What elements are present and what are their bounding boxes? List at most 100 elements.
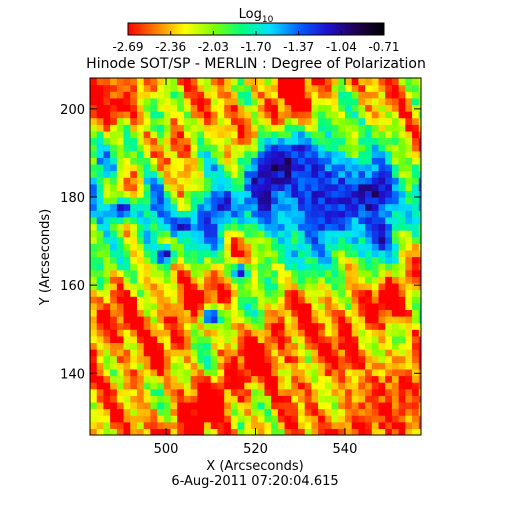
heatmap-cell <box>344 183 353 191</box>
heatmap-cell <box>150 177 158 185</box>
heatmap-cell <box>177 190 185 198</box>
heatmap-cell <box>264 78 272 86</box>
heatmap-cell <box>177 388 185 396</box>
heatmap-cell <box>257 302 266 310</box>
heatmap-cell <box>136 382 145 390</box>
heatmap-cell <box>271 124 279 132</box>
heatmap-cell <box>183 428 192 435</box>
heatmap-cell <box>318 183 326 191</box>
heatmap-cell <box>344 408 353 416</box>
heatmap-cell <box>183 322 192 330</box>
heatmap-cell <box>157 183 165 191</box>
heatmap-cell <box>418 428 421 435</box>
heatmap-cell <box>204 322 212 330</box>
heatmap-cell <box>338 216 346 225</box>
heatmap-cell <box>177 342 185 350</box>
heatmap-cell <box>183 130 192 139</box>
heatmap-cell <box>143 388 151 396</box>
heatmap-cell <box>143 144 151 152</box>
heatmap-cell <box>103 316 111 324</box>
heatmap-cell <box>351 230 359 238</box>
heatmap-cell <box>177 322 185 330</box>
heatmap-cell <box>110 388 118 396</box>
heatmap-cell <box>311 230 319 238</box>
heatmap-cell <box>324 144 333 152</box>
heatmap-cell <box>304 349 313 357</box>
heatmap-cell <box>284 408 292 416</box>
heatmap-cell <box>358 256 366 264</box>
heatmap-cell <box>224 408 232 416</box>
heatmap-cell <box>230 97 239 106</box>
heatmap-cell <box>324 375 333 383</box>
heatmap-cell <box>412 216 420 225</box>
heatmap-cell <box>136 163 145 172</box>
heatmap-cell <box>385 263 393 271</box>
heatmap-cell <box>378 130 386 139</box>
heatmap-cell <box>304 104 313 112</box>
heatmap-cell <box>157 309 165 317</box>
heatmap-cell <box>398 91 406 99</box>
heatmap-cell <box>264 230 272 238</box>
heatmap-cell <box>297 342 306 350</box>
heatmap-cell <box>324 104 333 112</box>
heatmap-cell <box>103 263 111 271</box>
heatmap-cell <box>90 104 98 112</box>
heatmap-cell <box>385 183 393 191</box>
heatmap-cell <box>136 408 145 416</box>
heatmap-cell <box>204 216 212 225</box>
heatmap-cell <box>297 117 306 125</box>
heatmap-cell <box>351 269 359 277</box>
heatmap-cell <box>344 157 353 165</box>
heatmap-cell <box>150 302 158 310</box>
heatmap-cell <box>264 276 272 284</box>
heatmap-cell <box>351 296 359 304</box>
heatmap-cell <box>385 144 393 152</box>
heatmap-cell <box>190 263 198 271</box>
heatmap-cell <box>257 183 266 191</box>
heatmap-cell <box>150 249 158 258</box>
heatmap-cell <box>264 249 272 258</box>
heatmap-cell <box>90 230 98 238</box>
heatmap-cell <box>110 111 118 119</box>
heatmap-cell <box>116 256 125 264</box>
heatmap-cell <box>412 78 420 86</box>
heatmap-cell <box>96 309 105 317</box>
colorbar-tick-label: -0.71 <box>368 40 399 54</box>
heatmap-cell <box>130 157 138 165</box>
heatmap-cell <box>391 177 400 185</box>
heatmap-cell <box>210 368 219 377</box>
heatmap-cell <box>412 388 420 396</box>
heatmap-cell <box>116 355 125 363</box>
heatmap-cell <box>136 216 145 225</box>
heatmap-cell <box>358 428 366 435</box>
heatmap-cell <box>251 91 259 99</box>
heatmap-cell <box>318 362 326 370</box>
heatmap-cell <box>378 150 386 158</box>
heatmap-cell <box>237 249 245 258</box>
heatmap-cell <box>311 130 319 139</box>
heatmap-cell <box>331 269 339 277</box>
heatmap-cell <box>277 183 286 191</box>
y-tick-label: 180 <box>60 191 85 206</box>
heatmap-cell <box>150 388 158 396</box>
heatmap-cell <box>371 130 380 139</box>
heatmap-cell <box>123 276 131 284</box>
heatmap-cell <box>210 276 219 284</box>
heatmap-cell <box>371 368 380 377</box>
heatmap-cell <box>136 375 145 383</box>
heatmap-cell <box>157 329 165 337</box>
heatmap-cell <box>284 236 292 244</box>
heatmap-cell <box>344 375 353 383</box>
heatmap-cell <box>412 296 420 304</box>
heatmap-cell <box>230 144 239 152</box>
heatmap-cell <box>358 415 366 423</box>
heatmap-cell <box>190 309 198 317</box>
heatmap-cell <box>197 269 205 277</box>
heatmap-cell <box>217 203 225 211</box>
heatmap-cell <box>358 183 366 191</box>
heatmap-cell <box>224 289 232 297</box>
heatmap-cell <box>197 329 205 337</box>
heatmap-cell <box>237 375 245 383</box>
heatmap-cell <box>371 282 380 291</box>
heatmap-cell <box>230 388 239 396</box>
